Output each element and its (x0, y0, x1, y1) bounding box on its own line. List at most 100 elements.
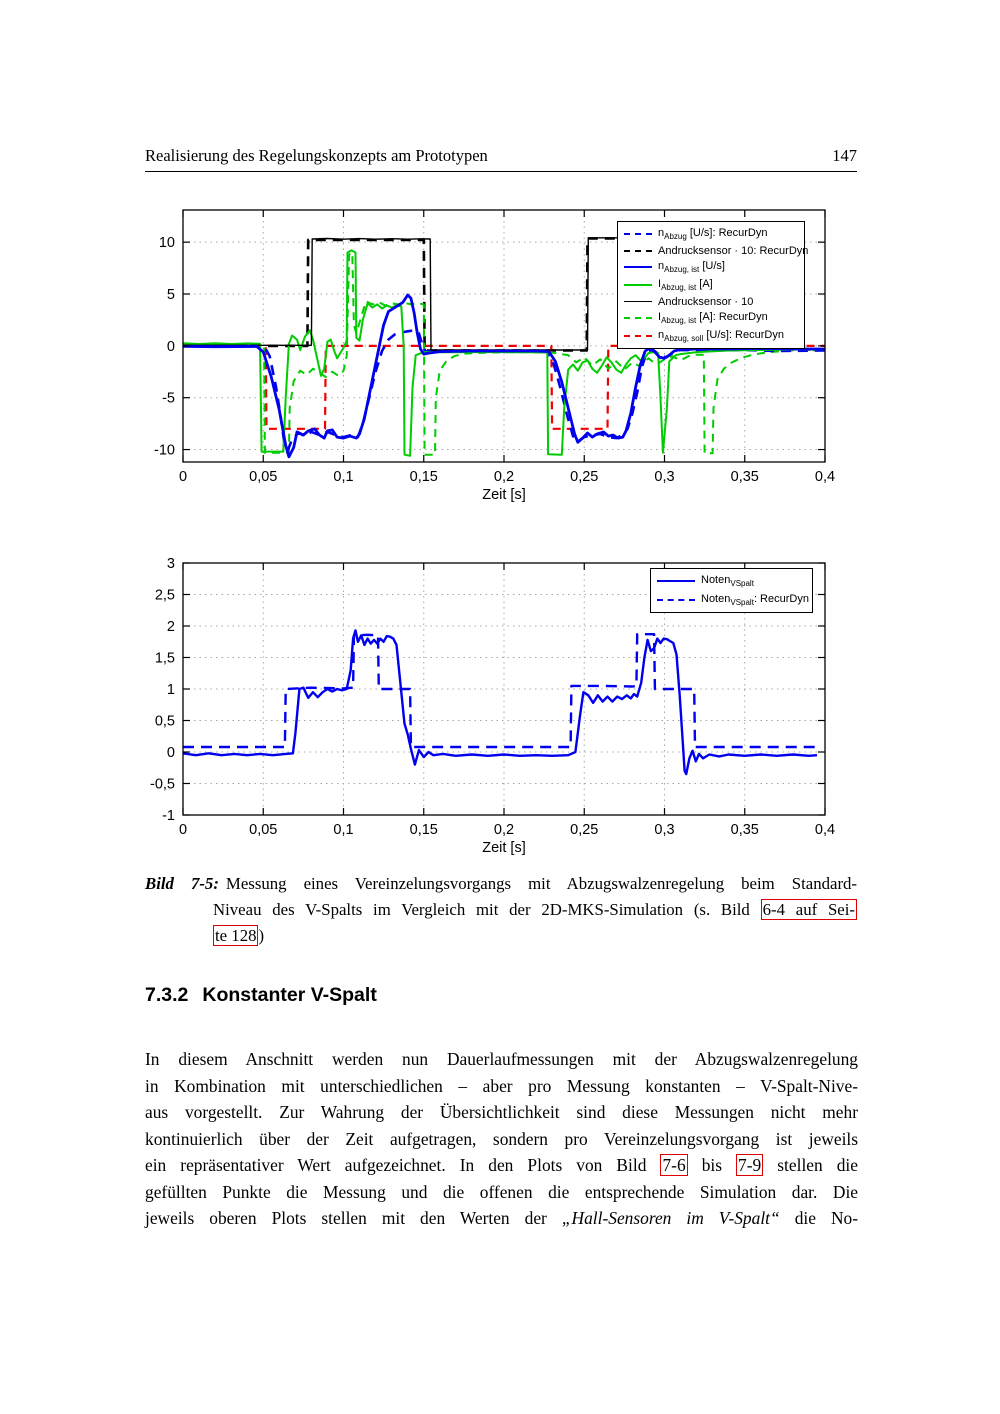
legend-label: nAbzug [U/s]: RecurDyn (658, 226, 768, 241)
section-number: 7.3.2 (145, 984, 189, 1006)
figure-link[interactable]: 7-9 (736, 1154, 764, 1176)
series-n-abzug-ist (182, 293, 825, 459)
x-tick-label: 0,05 (249, 822, 277, 838)
top-chart: 0 0,05 0,1 0,15 0,2 0,25 0,3 0,35 0,4 10 5 0 -5 -10 Ze… (154, 209, 835, 503)
caption-line: Bild 7-5: Messung eines Vereinzelungsvorg… (145, 871, 857, 897)
x-tick-label: 0,2 (494, 822, 514, 838)
caption-label: Bild 7-5: (145, 874, 219, 893)
body-line: In diesem Anschnitt werden nun Dauerlauf… (145, 1049, 858, 1069)
body-line: ein repräsentativer Wert aufgezeichnet. … (145, 1152, 858, 1179)
legend-label: IAbzug, ist [A]: RecurDyn (658, 311, 768, 326)
x-axis-label: Zeit [s] (482, 840, 526, 855)
x-axis-label: Zeit [s] (482, 487, 526, 503)
legend-line-sample (624, 301, 652, 303)
legend-line-sample (624, 283, 652, 286)
x-tick-label: 0,2 (494, 469, 514, 485)
x-tick-label: 0,15 (410, 469, 438, 485)
caption-line: te 128) (145, 923, 857, 949)
y-tick-label: 0 (167, 745, 175, 761)
body-text-segment: stellen die (763, 1155, 858, 1175)
x-tick-label: 0,4 (815, 822, 835, 838)
x-tick-label: 0,15 (410, 822, 438, 838)
section-title: Konstanter V-Spalt (202, 984, 377, 1006)
y-tick-label: -0,5 (150, 777, 175, 793)
x-tick-label: 0,05 (249, 469, 277, 485)
legend-entry: Andrucksensor · 10 (624, 296, 798, 308)
x-tick-label: 0,25 (570, 469, 598, 485)
legend-line-sample (657, 580, 695, 583)
x-tick-label: 0,25 (570, 822, 598, 838)
section-heading: 7.3.2 Konstanter V-Spalt (145, 984, 377, 1007)
caption-text: ) (258, 926, 265, 945)
y-tick-label: 1,5 (155, 651, 175, 667)
figure-link[interactable]: 6-4 auf Sei- (760, 899, 857, 920)
y-tick-label: -5 (162, 391, 175, 407)
legend-line-sample (624, 335, 652, 338)
legend-label: nAbzug, ist [U/s] (658, 260, 725, 275)
legend-label: nAbzug, soll [U/s]: RecurDyn (658, 329, 784, 344)
quoted-term: „Hall-Sensoren im V-Spalt“ (561, 1208, 780, 1228)
body-paragraph: In diesem Anschnitt werden nun Dauerlauf… (145, 1046, 858, 1232)
body-line: aus vorgestellt. Zur Wahrung der Übersic… (145, 1102, 858, 1122)
x-tick-label: 0 (179, 822, 187, 838)
series-i-abzug-ist-recurdyn (183, 251, 826, 456)
caption-line: Niveau des V-Spalts im Vergleich mit der… (145, 897, 857, 923)
body-line: in Kombination mit unterschiedlichen – a… (145, 1075, 858, 1096)
legend-label: NotenVSpalt: RecurDyn (701, 592, 809, 607)
body-line: kontinuierlich über der Zeit aufgetragen… (145, 1128, 858, 1149)
x-tick-label: 0,4 (815, 469, 835, 485)
x-tick-label: 0,35 (731, 822, 759, 838)
x-tick-label: 0,3 (654, 822, 674, 838)
x-tick-label: 0,1 (333, 469, 353, 485)
bottom-chart-legend: NotenVSpalt NotenVSpalt: RecurDyn (650, 568, 813, 613)
y-tick-label: 1 (167, 682, 175, 698)
y-tick-label: -1 (162, 808, 175, 824)
caption-text: Messung eines Vereinzelungsvorgangs mit … (225, 874, 858, 893)
legend-line-sample (624, 317, 652, 320)
series-andrucksensor-recurdyn (183, 237, 825, 352)
figure-caption: Bild 7-5: Messung eines Vereinzelungsvorg… (145, 871, 857, 949)
bottom-chart: 0 0,05 0,1 0,15 0,2 0,25 0,3 0,35 0,4 3 2,5 2 1,5 1 0,… (150, 556, 835, 855)
legend-label: NotenVSpalt (701, 574, 754, 589)
legend-entry: NotenVSpalt: RecurDyn (657, 592, 809, 607)
legend-line-sample (624, 249, 652, 252)
figure-link[interactable]: 7-6 (660, 1154, 688, 1176)
series-noten-vspalt (182, 629, 818, 776)
legend-entry: Andrucksensor · 10: RecurDyn (624, 245, 808, 257)
top-chart-legend: nAbzug [U/s]: RecurDyn Andrucksensor · 10… (617, 221, 808, 349)
x-tick-label: 0 (179, 469, 187, 485)
series-i-abzug-ist (182, 249, 825, 457)
y-tick-label: 2,5 (155, 588, 175, 604)
y-tick-label: 2 (167, 619, 175, 635)
x-tick-label: 0,1 (333, 822, 353, 838)
page-header: Realisierung des Regelungskonzepts am Pr… (145, 146, 857, 172)
body-line: gefüllten Punkte die Messung und die off… (145, 1181, 858, 1202)
body-line: jeweils oberen Plots stellen mit den Wer… (145, 1205, 858, 1232)
legend-label: Andrucksensor · 10 (658, 295, 754, 308)
body-text-segment: die No- (779, 1208, 858, 1228)
legend-line-sample (657, 598, 695, 601)
x-tick-label: 0,35 (731, 469, 759, 485)
page-number: 147 (832, 146, 857, 165)
running-title: Realisierung des Regelungskonzepts am Pr… (145, 146, 488, 165)
figure-link[interactable]: te 128 (213, 925, 259, 946)
legend-entry: nAbzug [U/s]: RecurDyn (624, 227, 798, 241)
y-tick-label: 0 (167, 339, 175, 355)
body-text-segment: ein repräsentativer Wert aufgezeichnet. … (145, 1155, 661, 1175)
legend-entry: nAbzug, ist [U/s] (624, 260, 798, 274)
legend-line-sample (624, 232, 652, 235)
legend-line-sample (624, 266, 652, 269)
y-tick-label: 5 (167, 287, 175, 303)
y-tick-label: 10 (159, 235, 175, 251)
series-noten-vspalt-recurdyn (183, 632, 817, 749)
body-text-segment: bis (687, 1155, 737, 1175)
legend-entry: NotenVSpalt (657, 574, 806, 588)
x-tick-label: 0,3 (654, 469, 674, 485)
legend-entry: IAbzug, ist [A]: RecurDyn (624, 311, 798, 325)
legend-label: IAbzug, ist [A] (658, 277, 713, 293)
caption-text: Niveau des V-Spalts im Vergleich mit der… (213, 900, 761, 919)
legend-label: Andrucksensor · 10: RecurDyn (658, 244, 809, 257)
y-tick-label: 0,5 (155, 714, 175, 730)
y-tick-label: -10 (154, 443, 175, 459)
